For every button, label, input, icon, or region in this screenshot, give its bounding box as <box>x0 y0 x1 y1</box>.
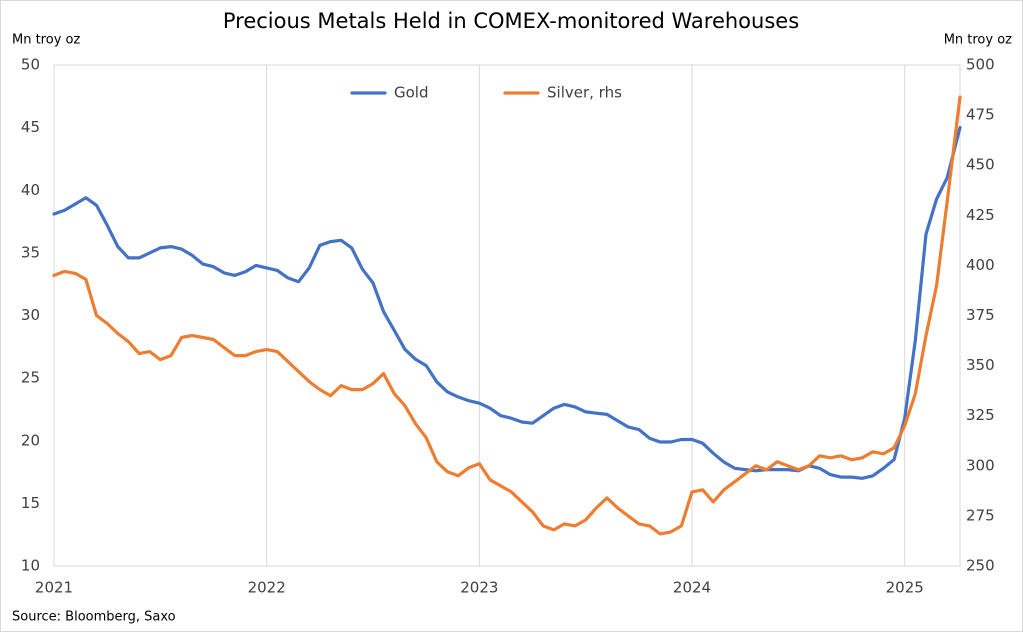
x-tick-label: 2021 <box>35 579 73 597</box>
x-tick-label: 2024 <box>673 579 711 597</box>
y2-tick-label: 300 <box>966 456 995 474</box>
legend-label: Gold <box>394 84 429 102</box>
chart-title: Precious Metals Held in COMEX-monitored … <box>223 9 799 33</box>
y-tick-label: 25 <box>21 369 40 387</box>
y2-tick-label: 250 <box>966 557 995 575</box>
y2-tick-label: 350 <box>966 356 995 374</box>
y2-tick-label: 375 <box>966 306 995 324</box>
y-tick-label: 35 <box>21 243 40 261</box>
x-tick-label: 2022 <box>248 579 286 597</box>
y2-tick-label: 275 <box>966 506 995 524</box>
x-tick-label: 2023 <box>460 579 498 597</box>
y-tick-label: 40 <box>21 181 40 199</box>
y-axis-label: Mn troy oz <box>12 33 80 48</box>
source-note: Source: Bloomberg, Saxo <box>12 610 176 625</box>
y2-tick-label: 425 <box>966 206 995 224</box>
y2-tick-label: 475 <box>966 106 995 124</box>
legend-label: Silver, rhs <box>547 84 622 102</box>
y2-tick-label: 450 <box>966 156 995 174</box>
data-line <box>52 95 962 536</box>
y2-axis-label: Mn troy oz <box>944 33 1012 48</box>
y2-tick-label: 325 <box>966 406 995 424</box>
y-tick-label: 15 <box>21 494 40 512</box>
y-tick-label: 10 <box>21 557 40 575</box>
y-tick-label: 30 <box>21 306 40 324</box>
y-tick-label: 50 <box>21 56 40 74</box>
y2-tick-label: 400 <box>966 256 995 274</box>
y-tick-label: 45 <box>21 118 40 136</box>
y2-tick-label: 500 <box>966 56 995 74</box>
x-tick-label: 2025 <box>886 579 924 597</box>
y-tick-label: 20 <box>21 431 40 449</box>
